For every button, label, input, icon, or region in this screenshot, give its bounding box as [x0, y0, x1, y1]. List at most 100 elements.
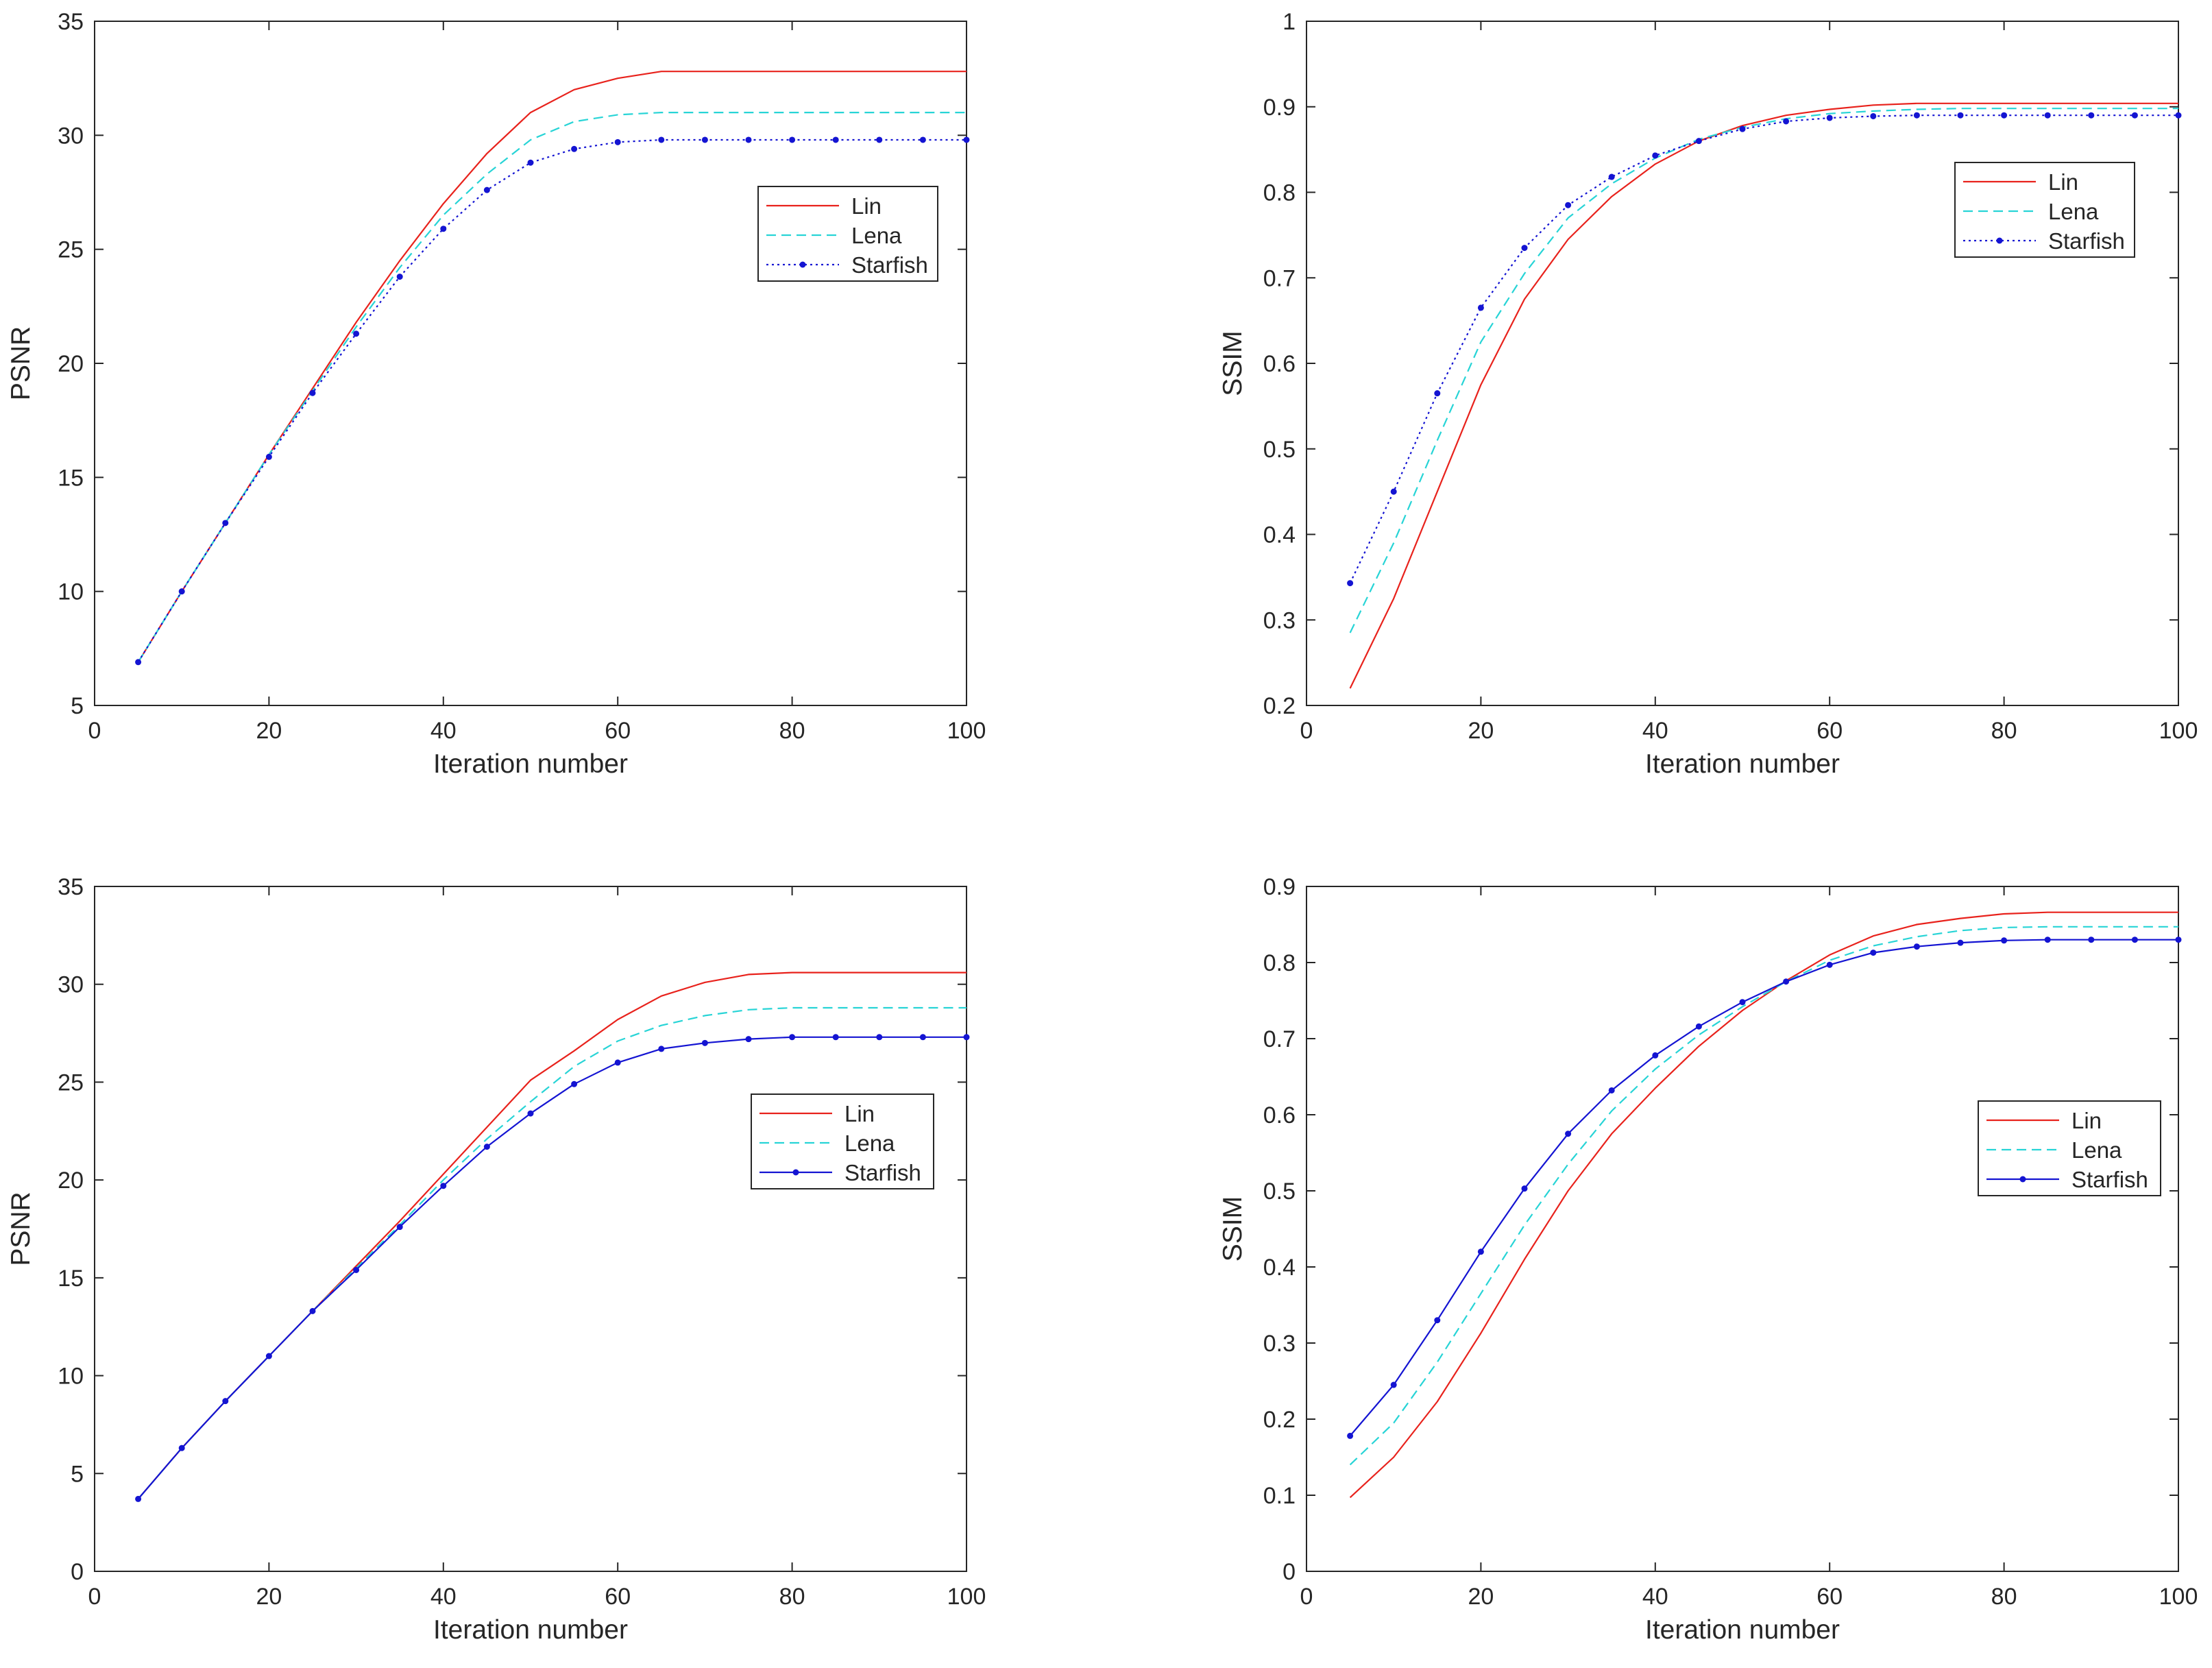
data-point-starfish — [1957, 939, 1964, 946]
y-axis-label: PSNR — [6, 326, 36, 400]
legend-label-starfish: Starfish — [844, 1160, 921, 1185]
y-tick-label: 0.5 — [1263, 1179, 1296, 1205]
y-tick-label: 0.1 — [1263, 1483, 1296, 1509]
x-tick-label: 0 — [1300, 718, 1313, 744]
series-line-lena — [1349, 926, 2178, 1466]
legend-label-starfish: Starfish — [2071, 1167, 2148, 1192]
y-tick-label: 0.7 — [1263, 1026, 1296, 1052]
y-tick-label: 0.2 — [1263, 693, 1296, 719]
data-point-starfish — [1477, 1248, 1484, 1255]
legend: Lin Lena Starfish — [757, 186, 938, 282]
x-tick-label: 60 — [605, 1584, 631, 1610]
y-tick-label: 0.6 — [1263, 1102, 1296, 1128]
data-point-starfish — [876, 1034, 883, 1041]
y-tick-label: 15 — [58, 465, 84, 491]
x-tick-label: 80 — [779, 718, 805, 744]
data-point-starfish — [1913, 943, 1920, 950]
data-point-starfish — [658, 1045, 665, 1052]
data-point-starfish — [2088, 936, 2095, 943]
data-point-starfish — [2001, 937, 2008, 944]
data-point-starfish — [2131, 936, 2138, 943]
x-tick-label: 100 — [2159, 1584, 2198, 1610]
data-point-starfish — [353, 330, 360, 337]
legend-label-lin: Lin — [2048, 169, 2078, 195]
data-point-starfish — [1477, 304, 1484, 311]
data-point-starfish — [1434, 390, 1441, 397]
data-point-starfish — [483, 1144, 490, 1150]
data-point-starfish — [614, 1059, 621, 1066]
legend-box — [1954, 162, 2135, 258]
legend-marker-starfish — [792, 1169, 799, 1176]
data-point-starfish — [1739, 999, 1746, 1006]
data-point-starfish — [135, 659, 142, 666]
data-point-starfish — [1565, 1131, 1572, 1137]
data-point-starfish — [1826, 961, 1833, 968]
data-point-starfish — [963, 136, 970, 143]
data-point-starfish — [222, 1398, 229, 1405]
y-tick-label: 0.9 — [1263, 95, 1296, 121]
y-tick-label: 0.4 — [1263, 1255, 1296, 1281]
data-point-starfish — [1565, 202, 1572, 208]
data-point-starfish — [1608, 173, 1615, 180]
data-point-starfish — [265, 1353, 272, 1359]
y-tick-label: 1 — [1283, 9, 1296, 35]
series-line-starfish — [1349, 114, 2178, 584]
legend-label-lena: Lena — [844, 1131, 895, 1156]
data-point-starfish — [2175, 112, 2182, 119]
data-point-starfish — [309, 1307, 316, 1314]
data-point-starfish — [919, 136, 926, 143]
y-tick-label: 20 — [58, 351, 84, 377]
legend-label-starfish: Starfish — [851, 252, 928, 278]
data-point-starfish — [2088, 112, 2095, 119]
y-tick-label: 0.8 — [1263, 950, 1296, 976]
legend-label-starfish: Starfish — [2048, 228, 2125, 254]
y-tick-label: 0.3 — [1263, 1331, 1296, 1357]
data-point-starfish — [1347, 1432, 1354, 1439]
data-point-starfish — [745, 1036, 752, 1043]
x-tick-label: 80 — [1991, 718, 2017, 744]
legend-box — [757, 186, 938, 282]
data-point-starfish — [527, 159, 534, 166]
y-tick-label: 0.2 — [1263, 1407, 1296, 1433]
data-point-starfish — [1913, 112, 1920, 119]
data-point-starfish — [1826, 114, 1833, 121]
x-axis-label: Iteration number — [433, 1615, 628, 1645]
data-point-starfish — [440, 226, 447, 232]
y-axis-label: SSIM — [1218, 330, 1248, 396]
data-point-starfish — [789, 136, 796, 143]
data-point-starfish — [1434, 1317, 1441, 1324]
data-point-starfish — [789, 1034, 796, 1041]
data-point-starfish — [527, 1110, 534, 1117]
y-tick-label: 0.5 — [1263, 437, 1296, 463]
x-tick-label: 0 — [1300, 1584, 1313, 1610]
data-point-starfish — [178, 588, 185, 595]
data-point-starfish — [1347, 580, 1354, 587]
chart-panel-4: 0 20 40 60 80 100 0 0.1 0.2 0.3 0.4 0.5 0.6 0.7 0.8 0.9… — [1218, 874, 2198, 1645]
x-tick-label: 40 — [430, 718, 457, 744]
data-point-starfish — [963, 1034, 970, 1041]
x-tick-label: 80 — [779, 1584, 805, 1610]
x-tick-label: 0 — [88, 718, 101, 744]
data-point-starfish — [1390, 488, 1397, 495]
series-line-lena — [137, 112, 967, 663]
data-point-starfish — [1870, 112, 1877, 119]
legend: Lin Lena Starfish — [751, 1093, 934, 1189]
data-point-starfish — [2044, 936, 2051, 943]
y-tick-label: 0 — [71, 1559, 84, 1585]
data-point-starfish — [1652, 1052, 1659, 1059]
x-axis-label: Iteration number — [1645, 1615, 1840, 1645]
data-point-starfish — [701, 136, 708, 143]
data-point-starfish — [919, 1034, 926, 1041]
data-point-starfish — [658, 136, 665, 143]
data-point-starfish — [1870, 950, 1877, 956]
x-tick-label: 40 — [1642, 718, 1668, 744]
data-point-starfish — [2131, 112, 2138, 119]
y-tick-label: 0.9 — [1263, 874, 1296, 900]
legend: Lin Lena Starfish — [1978, 1100, 2161, 1196]
data-point-starfish — [1957, 112, 1964, 119]
y-tick-label: 25 — [58, 237, 84, 263]
y-tick-label: 0.6 — [1263, 351, 1296, 377]
chart-panel-2: 0 20 40 60 80 100 0.2 0.3 0.4 0.5 0.6 0.7 0.8 0.9 1 Ite… — [1218, 9, 2198, 779]
series-line-lena — [1349, 108, 2178, 633]
data-point-starfish — [1390, 1381, 1397, 1388]
